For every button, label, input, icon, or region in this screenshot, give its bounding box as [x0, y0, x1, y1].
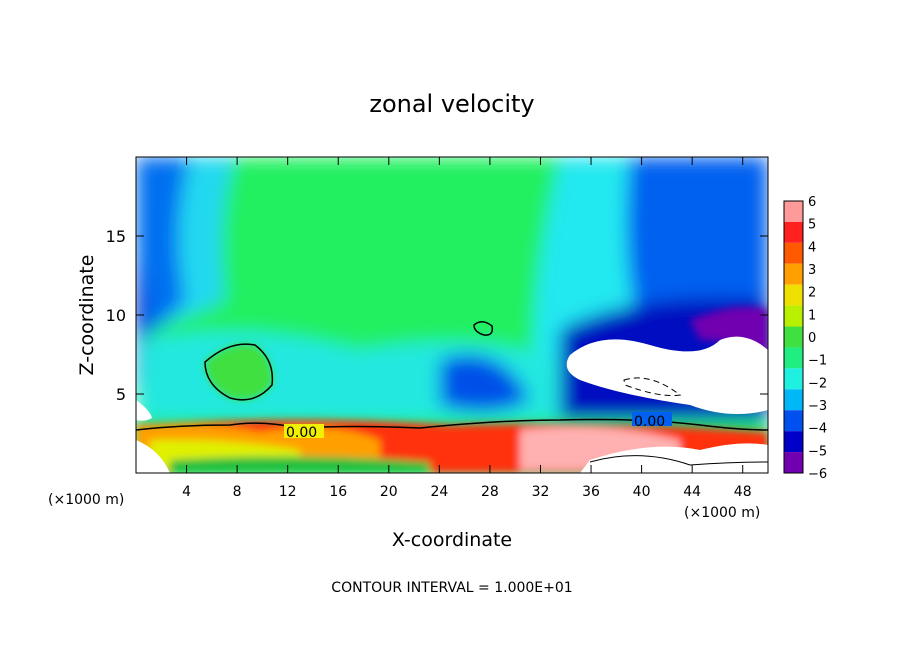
x-tick-label: 44 [683, 484, 701, 500]
x-tick-label: 16 [329, 484, 347, 500]
x-tick-label: 28 [481, 484, 499, 500]
colorbar-label: 0 [808, 331, 816, 346]
x-unit-left: (×1000 m) [48, 492, 124, 508]
plot-area: 0.00 0.00 [135, 156, 769, 474]
contour-label-1: 0.00 [286, 425, 317, 441]
y-tick-label: 15 [106, 227, 126, 246]
x-tick-label: 20 [380, 484, 398, 500]
colorbar-swatch [784, 389, 803, 411]
field-white-left-notch [136, 400, 152, 421]
contour-interval-footer: CONTOUR INTERVAL = 1.000E+01 [331, 580, 572, 596]
x-unit-right: (×1000 m) [684, 505, 760, 521]
colorbar: 6 5 4 3 2 1 0 −1 −2 −3 −4 −5 −6 [783, 195, 827, 482]
colorbar-swatch [784, 410, 803, 432]
colorbar-label: 4 [808, 240, 816, 255]
contour-label-2: 0.00 [634, 414, 665, 430]
colorbar-swatch [784, 263, 803, 285]
colorbar-label: 1 [808, 308, 816, 323]
field-mid-blue [440, 355, 530, 412]
colorbar-label: −3 [808, 399, 827, 414]
x-tick-label: 24 [430, 484, 448, 500]
y-axis-label: Z-coordinate [76, 255, 98, 376]
contour-zero-lower [136, 418, 768, 431]
x-tick-label: 4 [182, 484, 191, 500]
colorbar-label: 5 [808, 218, 816, 233]
colorbar-swatch [784, 201, 803, 222]
colorbar-swatch [784, 431, 803, 453]
contour-bottom-right [589, 455, 768, 466]
colorbar-swatch [784, 305, 803, 327]
x-axis-label: X-coordinate [392, 529, 512, 551]
contour-small-loop [473, 321, 494, 336]
colorbar-label: −1 [808, 354, 827, 369]
x-tick-label: 32 [532, 484, 550, 500]
x-tick-label: 12 [279, 484, 297, 500]
field-green-blob [205, 344, 273, 400]
contour-green-blob [204, 343, 274, 401]
colorbar-label: 6 [808, 195, 816, 210]
colorbar-swatch [784, 242, 803, 264]
colorbar-label: 3 [808, 263, 816, 278]
field-white-blob-right [566, 336, 768, 414]
colorbar-label: −2 [808, 376, 827, 391]
colorbar-swatch [784, 452, 803, 473]
colorbar-label: 2 [808, 286, 816, 301]
field-bottom-green [170, 456, 430, 473]
colorbar-swatch [784, 326, 803, 348]
field-right-blue [626, 157, 768, 330]
colorbar-label: −4 [808, 422, 827, 437]
colorbar-label: −6 [808, 467, 827, 482]
contour-label-bg-2 [632, 412, 672, 426]
field-left-blue [136, 157, 190, 340]
colorbar-swatch [784, 347, 803, 369]
colorbar-swatch [784, 284, 803, 306]
x-tick-label: 48 [734, 484, 752, 500]
x-tick-label: 8 [233, 484, 242, 500]
x-axis-ticks: 4 8 12 16 20 24 28 32 36 40 44 48 [182, 157, 752, 500]
field-white-bottom-right [580, 443, 768, 473]
contour-dashed [623, 377, 682, 396]
y-axis-ticks: 5 10 15 [106, 227, 768, 404]
x-tick-label: 40 [633, 484, 651, 500]
field-white-bottom-left [136, 440, 170, 473]
field-left-deep-blue [136, 260, 147, 395]
colorbar-frame [783, 200, 804, 474]
chart-title: zonal velocity [369, 90, 534, 118]
y-tick-label: 10 [106, 306, 126, 325]
contour-label-bg-1 [284, 424, 324, 438]
colorbar-label: −5 [808, 444, 827, 459]
colorbar-swatch [784, 221, 803, 243]
colorbar-swatch [784, 368, 803, 390]
x-tick-label: 36 [582, 484, 600, 500]
y-tick-label: 5 [116, 385, 126, 404]
